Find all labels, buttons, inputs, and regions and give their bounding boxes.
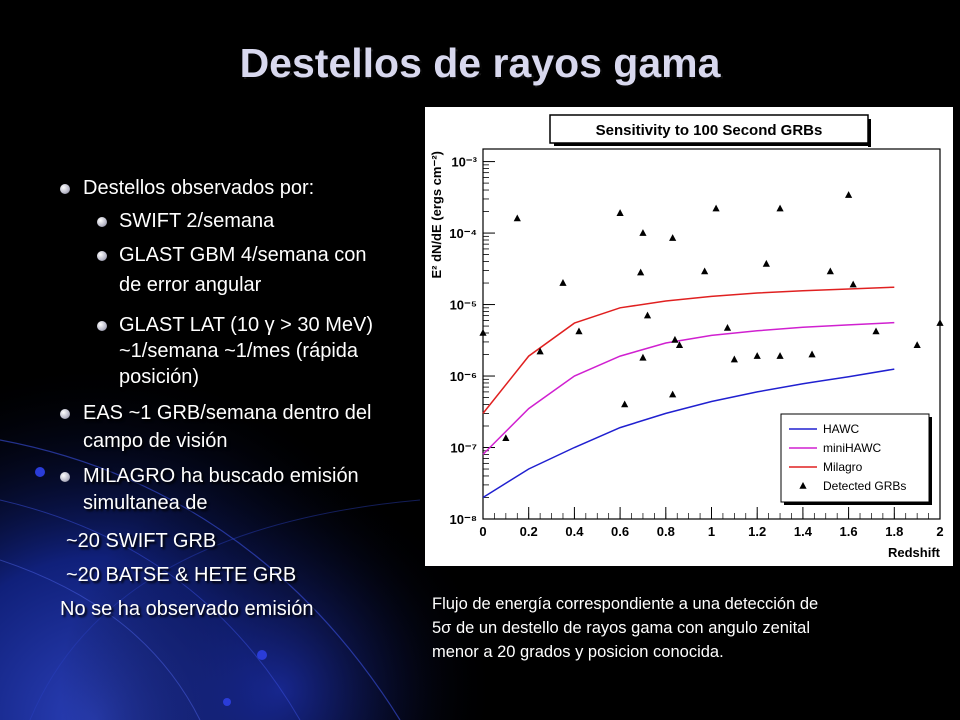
grb-point (730, 355, 738, 363)
legend-label: Detected GRBs (823, 479, 906, 493)
grb-point (845, 191, 853, 198)
plain-text-line: No se ha observado emisión (60, 598, 314, 620)
x-tick-label: 1 (708, 524, 715, 539)
y-tick-label: 10⁻⁵ (450, 298, 477, 313)
grb-point (502, 434, 510, 442)
chart-title-shadow (554, 143, 871, 146)
x-tick-label: 2 (936, 524, 943, 539)
x-axis-label: Redshift (888, 545, 941, 560)
series-line-milagro (482, 286, 895, 414)
chart-title: Sensitivity to 100 Second GRBs (596, 122, 823, 139)
grb-point (872, 327, 880, 335)
bullet-text: simultanea de (83, 492, 208, 514)
grb-point (479, 328, 487, 336)
y-tick-label: 10⁻⁴ (449, 226, 477, 241)
bullet-dot (60, 184, 70, 194)
y-tick-label: 10⁻⁶ (450, 369, 477, 384)
bullet-text: ~1/semana ~1/mes (rápida (119, 340, 359, 362)
decorative-dot (35, 467, 45, 477)
bullet-dot (60, 409, 70, 419)
x-tick-label: 1.4 (794, 524, 813, 539)
x-tick-label: 0.2 (520, 524, 538, 539)
bullet-dot (97, 251, 107, 261)
bullet-dot (60, 472, 70, 482)
grb-point (723, 323, 732, 331)
grb-point (849, 280, 857, 288)
bullet-text: Destellos observados por: (83, 177, 315, 199)
chart-canvas: Sensitivity to 100 Second GRBs10⁻⁸10⁻⁷10… (429, 114, 944, 560)
x-tick-label: 1.2 (748, 524, 766, 539)
grb-point (675, 341, 684, 348)
legend-shadow (784, 502, 932, 505)
grb-point (913, 341, 921, 348)
figure-caption: Flujo de energía correspondiente a una d… (432, 592, 942, 664)
bullet-text: de error angular (119, 274, 262, 296)
grb-point (621, 400, 629, 408)
x-tick-label: 0.8 (657, 524, 675, 539)
grb-point (575, 327, 583, 335)
caption-line: Flujo de energía correspondiente a una d… (432, 595, 819, 613)
grb-point (826, 267, 834, 275)
bullet-text: SWIFT 2/semana (119, 210, 275, 232)
slide-title: Destellos de rayos gama (239, 40, 721, 86)
bullet-text: posición) (119, 366, 200, 388)
decorative-dot (223, 698, 231, 706)
legend-label: HAWC (823, 422, 860, 436)
caption-line: menor a 20 grados y posicion conocida. (432, 643, 724, 661)
plain-text-line: ~20 BATSE & HETE GRB (66, 564, 297, 586)
grb-point (671, 335, 679, 343)
grb-point (559, 279, 567, 286)
grb-point (936, 319, 944, 326)
legend-shadow (929, 417, 932, 505)
grb-point (639, 229, 647, 236)
grb-point (513, 214, 521, 222)
grb-point (643, 311, 652, 319)
chart-title-shadow (868, 119, 871, 147)
y-tick-label: 10⁻³ (451, 155, 477, 170)
grb-point (808, 350, 816, 358)
x-tick-label: 1.6 (840, 524, 858, 539)
grb-point (712, 204, 720, 212)
bullet-text: campo de visión (83, 430, 228, 452)
grb-point (616, 209, 624, 216)
legend-label: miniHAWC (823, 441, 882, 455)
x-tick-label: 0 (479, 524, 486, 539)
grb-point (776, 204, 784, 212)
sensitivity-chart: Sensitivity to 100 Second GRBs 10⁻⁸ 10⁻⁷ 10… (425, 107, 953, 566)
grb-point (637, 268, 645, 276)
grb-point (753, 352, 761, 359)
y-tick-label: 10⁻⁸ (450, 512, 477, 527)
x-tick-label: 0.6 (611, 524, 629, 539)
y-axis-label: E² dN/dE (ergs cm⁻²) (429, 151, 444, 279)
series-line-minihawc (482, 321, 895, 455)
decorative-dot (257, 650, 267, 660)
y-tick-label: 10⁻⁷ (450, 441, 477, 456)
bullet-dot (97, 321, 107, 331)
caption-line: 5σ de un destello de rayos gama con angu… (432, 619, 811, 637)
legend-label: Milagro (823, 460, 863, 474)
grb-point (669, 234, 677, 241)
x-tick-label: 1.8 (885, 524, 903, 539)
x-tick-label: 0.4 (565, 524, 584, 539)
bullet-dot (97, 217, 107, 227)
grb-point (701, 267, 709, 275)
grb-point (639, 353, 647, 361)
bullet-text: MILAGRO ha buscado emisión (83, 465, 359, 487)
series-line-hawc (482, 368, 895, 499)
legend-marker (799, 482, 807, 489)
grb-point (776, 352, 784, 359)
grb-point (669, 390, 677, 398)
bullet-text: EAS ~1 GRB/semana dentro del (83, 402, 372, 424)
plain-text-line: ~20 SWIFT GRB (66, 530, 217, 552)
grb-point (536, 347, 544, 355)
bullet-text: GLAST LAT (10 γ > 30 MeV) (119, 314, 374, 336)
bullet-text: GLAST GBM 4/semana con (119, 244, 367, 266)
grb-point (762, 259, 770, 267)
